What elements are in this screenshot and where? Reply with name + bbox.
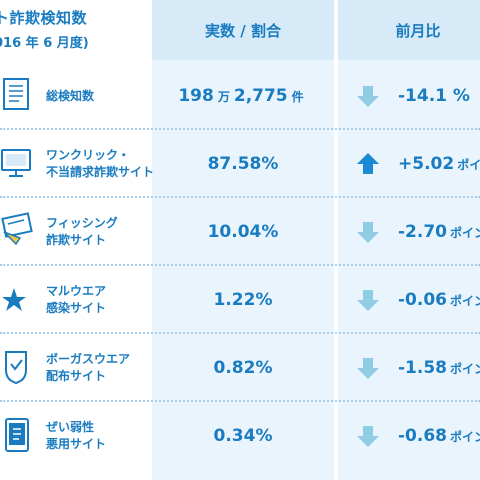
- change-value: -0.68ポイン: [398, 402, 480, 470]
- column-header-previous-month: 前月比: [338, 0, 480, 60]
- value-main-2: 2,775: [233, 86, 288, 106]
- change-unit: ポイン: [457, 157, 480, 172]
- row-label-line2: 配布サイト: [46, 369, 107, 383]
- tablet-icon: [0, 416, 34, 454]
- ratio-column-background: [152, 60, 334, 480]
- row-label-cell: フィッシング 詐欺サイト: [0, 198, 150, 266]
- page-subtitle: 016 年 6 月度): [0, 36, 89, 51]
- arrow-down-icon: [357, 426, 379, 447]
- arrow-down-icon: [357, 358, 379, 379]
- row-label-cell: ボーガスウエア 配布サイト: [0, 334, 150, 402]
- value-main: 198: [178, 86, 214, 106]
- change-number: -0.06: [398, 290, 447, 310]
- row-change: -0.68ポイン: [338, 402, 480, 470]
- row-label: ボーガスウエア 配布サイト: [46, 334, 150, 402]
- table-row: マルウエア 感染サイト 1.22% -0.06ポイン: [0, 266, 480, 334]
- change-unit: ポイン: [450, 293, 480, 308]
- arrow-down-icon: [357, 222, 379, 243]
- row-label-line1: ワンクリック・: [46, 148, 130, 162]
- page-title: ト詐欺検知数: [0, 9, 88, 27]
- row-label-line2: 悪用サイト: [46, 437, 107, 451]
- change-value: -0.06ポイン: [398, 266, 480, 334]
- row-value: 87.58%: [207, 154, 279, 174]
- monitor-icon: [0, 144, 34, 182]
- row-divider: [0, 332, 480, 334]
- table-row: ボーガスウエア 配布サイト 0.82% -1.58ポイン: [0, 334, 480, 402]
- malware-star-icon: [0, 280, 34, 318]
- row-change: -0.06ポイン: [338, 266, 480, 334]
- row-label: マルウエア 感染サイト: [46, 266, 150, 334]
- row-change: -14.1 %: [338, 62, 480, 130]
- row-label-line1: 総検知数: [46, 88, 95, 103]
- row-label-line1: ぜい弱性: [46, 420, 95, 434]
- row-label-line2: 不当請求詐欺サイト: [46, 165, 155, 179]
- table-row: ぜい弱性 悪用サイト 0.34% -0.68ポイン: [0, 402, 480, 470]
- row-divider: [0, 400, 480, 402]
- row-label-line2: 詐欺サイト: [46, 233, 107, 247]
- row-label-cell: ワンクリック・ 不当請求詐欺サイト: [0, 130, 155, 198]
- row-change: -2.70ポイン: [338, 198, 480, 266]
- row-label-line2: 感染サイト: [46, 301, 107, 315]
- change-number: -14.1 %: [398, 86, 470, 106]
- row-label-cell: マルウエア 感染サイト: [0, 266, 150, 334]
- change-unit: ポイン: [450, 225, 480, 240]
- change-value: -1.58ポイン: [398, 334, 480, 402]
- shield-icon: [0, 348, 34, 386]
- row-value: 1.22%: [213, 290, 273, 310]
- row-divider: [0, 128, 480, 130]
- row-value: 0.82%: [213, 358, 273, 378]
- row-divider: [0, 196, 480, 198]
- change-value: +5.02ポイン: [398, 130, 480, 198]
- row-change: -1.58ポイン: [338, 334, 480, 402]
- change-number: -0.68: [398, 426, 447, 446]
- fishing-hook-icon: [0, 212, 34, 250]
- table-row: ワンクリック・ 不当請求詐欺サイト 87.58% +5.02ポイン: [0, 130, 480, 198]
- row-value: 10.04%: [207, 222, 279, 242]
- row-label-line1: ボーガスウエア: [46, 352, 131, 366]
- arrow-up-icon: [357, 153, 379, 174]
- row-label-cell: ぜい弱性 悪用サイト: [0, 402, 150, 470]
- row-value: 0.34%: [213, 426, 273, 446]
- row-divider: [0, 264, 480, 266]
- change-number: -2.70: [398, 222, 447, 242]
- value-unit-man: 万: [217, 89, 230, 104]
- value-unit-ken: 件: [291, 89, 304, 104]
- table-row: 総検知数 198 万 2,775 件 -14.1 %: [0, 62, 480, 130]
- row-value: 198 万 2,775 件: [152, 62, 334, 130]
- row-label-line1: フィッシング: [46, 216, 118, 230]
- change-value: -2.70ポイン: [398, 198, 480, 266]
- row-change: +5.02ポイン: [338, 130, 480, 198]
- row-label-line1: マルウエア: [46, 284, 107, 298]
- previous-month-column-background: [338, 60, 480, 480]
- change-number: +5.02: [398, 154, 455, 174]
- row-label: ぜい弱性 悪用サイト: [46, 402, 150, 470]
- change-number: -1.58: [398, 358, 447, 378]
- row-label: ワンクリック・ 不当請求詐欺サイト: [46, 130, 155, 198]
- document-icon: [0, 76, 34, 114]
- change-value: -14.1 %: [398, 62, 470, 130]
- row-label: フィッシング 詐欺サイト: [46, 198, 150, 266]
- title-block: ト詐欺検知数 016 年 6 月度): [0, 0, 150, 60]
- arrow-down-icon: [357, 290, 379, 311]
- change-unit: ポイン: [450, 429, 480, 444]
- arrow-down-icon: [357, 86, 379, 107]
- table-row: フィッシング 詐欺サイト 10.04% -2.70ポイン: [0, 198, 480, 266]
- row-label-cell: 総検知数: [0, 62, 150, 130]
- row-label: 総検知数: [46, 62, 150, 130]
- column-header-ratio: 実数 / 割合: [152, 0, 334, 60]
- change-unit: ポイン: [450, 361, 480, 376]
- table-header: ト詐欺検知数 016 年 6 月度) 実数 / 割合 前月比: [0, 0, 480, 60]
